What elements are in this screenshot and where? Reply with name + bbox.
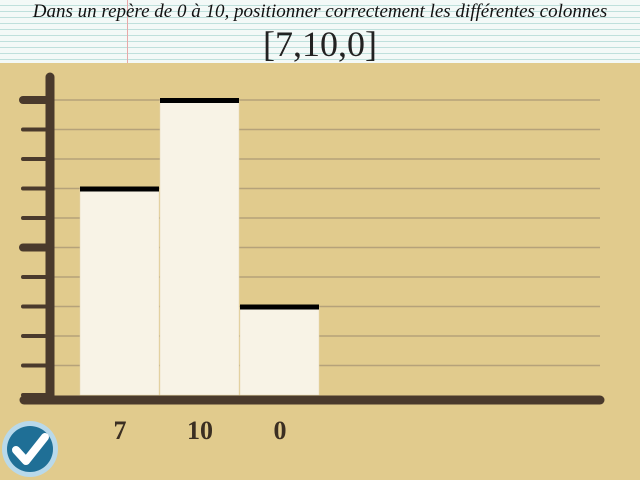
instruction-text: Dans un repère de 0 à 10, positionner co…	[32, 1, 608, 22]
x-tick-label: 10	[187, 416, 213, 445]
x-tick-label: 0	[274, 416, 287, 445]
validate-button[interactable]	[2, 421, 58, 477]
bar-top-handle	[80, 186, 159, 192]
x-tick-label: 7	[114, 416, 127, 445]
check-icon	[12, 433, 49, 465]
target-values: [7,10,0]	[263, 24, 377, 64]
bar	[239, 306, 320, 396]
bar-top-handle	[160, 98, 239, 103]
header: Dans un repère de 0 à 10, positionner co…	[0, 0, 640, 64]
bar-chart: 7 10 0	[19, 72, 605, 445]
notebook-margin-line	[127, 0, 128, 63]
bar	[159, 99, 240, 396]
bar-top-handle	[240, 304, 319, 310]
bar	[79, 188, 160, 396]
